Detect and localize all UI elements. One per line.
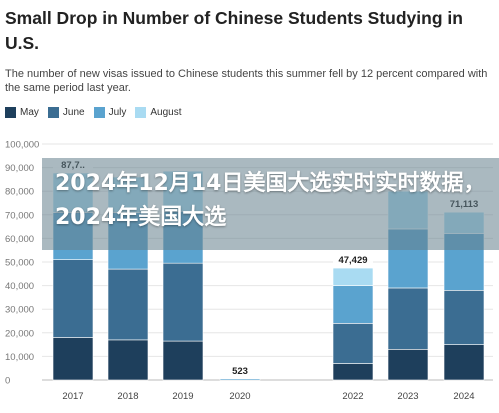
y-tick-label: 70,000 bbox=[5, 210, 34, 221]
x-tick-label: 2019 bbox=[172, 391, 193, 402]
bar-segment-may-2019 bbox=[162, 340, 204, 381]
legend-item-may: May bbox=[5, 106, 39, 118]
bar-segment-june-2019 bbox=[162, 262, 204, 342]
data-label-bg bbox=[333, 253, 373, 267]
legend-swatch bbox=[135, 106, 147, 118]
x-tick-label: 2020 bbox=[229, 391, 250, 402]
y-tick-label: 20,000 bbox=[5, 328, 34, 339]
y-tick-label: 40,000 bbox=[5, 281, 34, 292]
x-tick-label: 2017 bbox=[62, 391, 83, 402]
bar-segment-june-2022 bbox=[332, 323, 374, 364]
y-tick-label: 80,000 bbox=[5, 187, 34, 198]
chart-subtitle: The number of new visas issued to Chines… bbox=[5, 68, 488, 94]
legend-swatch bbox=[5, 106, 16, 118]
x-tick-label: 2024 bbox=[453, 391, 474, 402]
data-label: 523 bbox=[232, 366, 248, 377]
y-tick-label: 90,000 bbox=[5, 163, 34, 174]
y-tick-label: 0 bbox=[5, 376, 10, 387]
x-tick-label: 2022 bbox=[342, 391, 363, 402]
bar-segment-july-2020 bbox=[219, 378, 261, 381]
legend-label: July bbox=[108, 106, 127, 118]
bar-segment-may-2017 bbox=[52, 337, 94, 381]
bar-segment-may-2018 bbox=[107, 339, 149, 381]
bar-segment-may-2024 bbox=[443, 344, 485, 381]
bar-segment-june-2024 bbox=[443, 290, 485, 345]
data-label-bg bbox=[220, 363, 260, 377]
bar-segment-may-2022 bbox=[332, 363, 374, 381]
y-tick-label: 60,000 bbox=[5, 234, 34, 245]
chart-title: Small Drop in Number of Chinese Students… bbox=[5, 8, 463, 53]
y-tick-label: 100,000 bbox=[5, 140, 39, 151]
x-tick-label: 2023 bbox=[397, 391, 418, 402]
legend-item-july: July bbox=[93, 106, 127, 118]
bar-segment-may-2023 bbox=[387, 349, 429, 381]
legend-swatch bbox=[93, 106, 105, 118]
legend-item-june: June bbox=[47, 106, 85, 118]
bar-segment-june-2018 bbox=[107, 268, 149, 341]
y-tick-label: 10,000 bbox=[5, 352, 34, 363]
overlay-headline: 2024年12月14日美国大选实时实时数据，2024年美国大选 bbox=[55, 171, 486, 230]
bar-segment-july-2022 bbox=[332, 285, 374, 324]
bar-segment-june-2023 bbox=[387, 287, 429, 350]
y-tick-label: 50,000 bbox=[5, 258, 34, 269]
legend-swatch bbox=[47, 106, 59, 118]
chart-legend: May June July August bbox=[5, 105, 191, 119]
bar-segment-august-2022 bbox=[332, 267, 374, 286]
y-tick-label: 30,000 bbox=[5, 305, 34, 316]
bar-segment-june-2017 bbox=[52, 259, 94, 338]
data-label: 47,429 bbox=[338, 255, 367, 266]
legend-item-august: August bbox=[135, 106, 182, 118]
legend-label: May bbox=[20, 106, 39, 118]
overlay-banner bbox=[42, 158, 499, 250]
legend-label: August bbox=[150, 106, 182, 118]
x-tick-label: 2018 bbox=[117, 391, 138, 402]
legend-label: June bbox=[62, 106, 85, 118]
